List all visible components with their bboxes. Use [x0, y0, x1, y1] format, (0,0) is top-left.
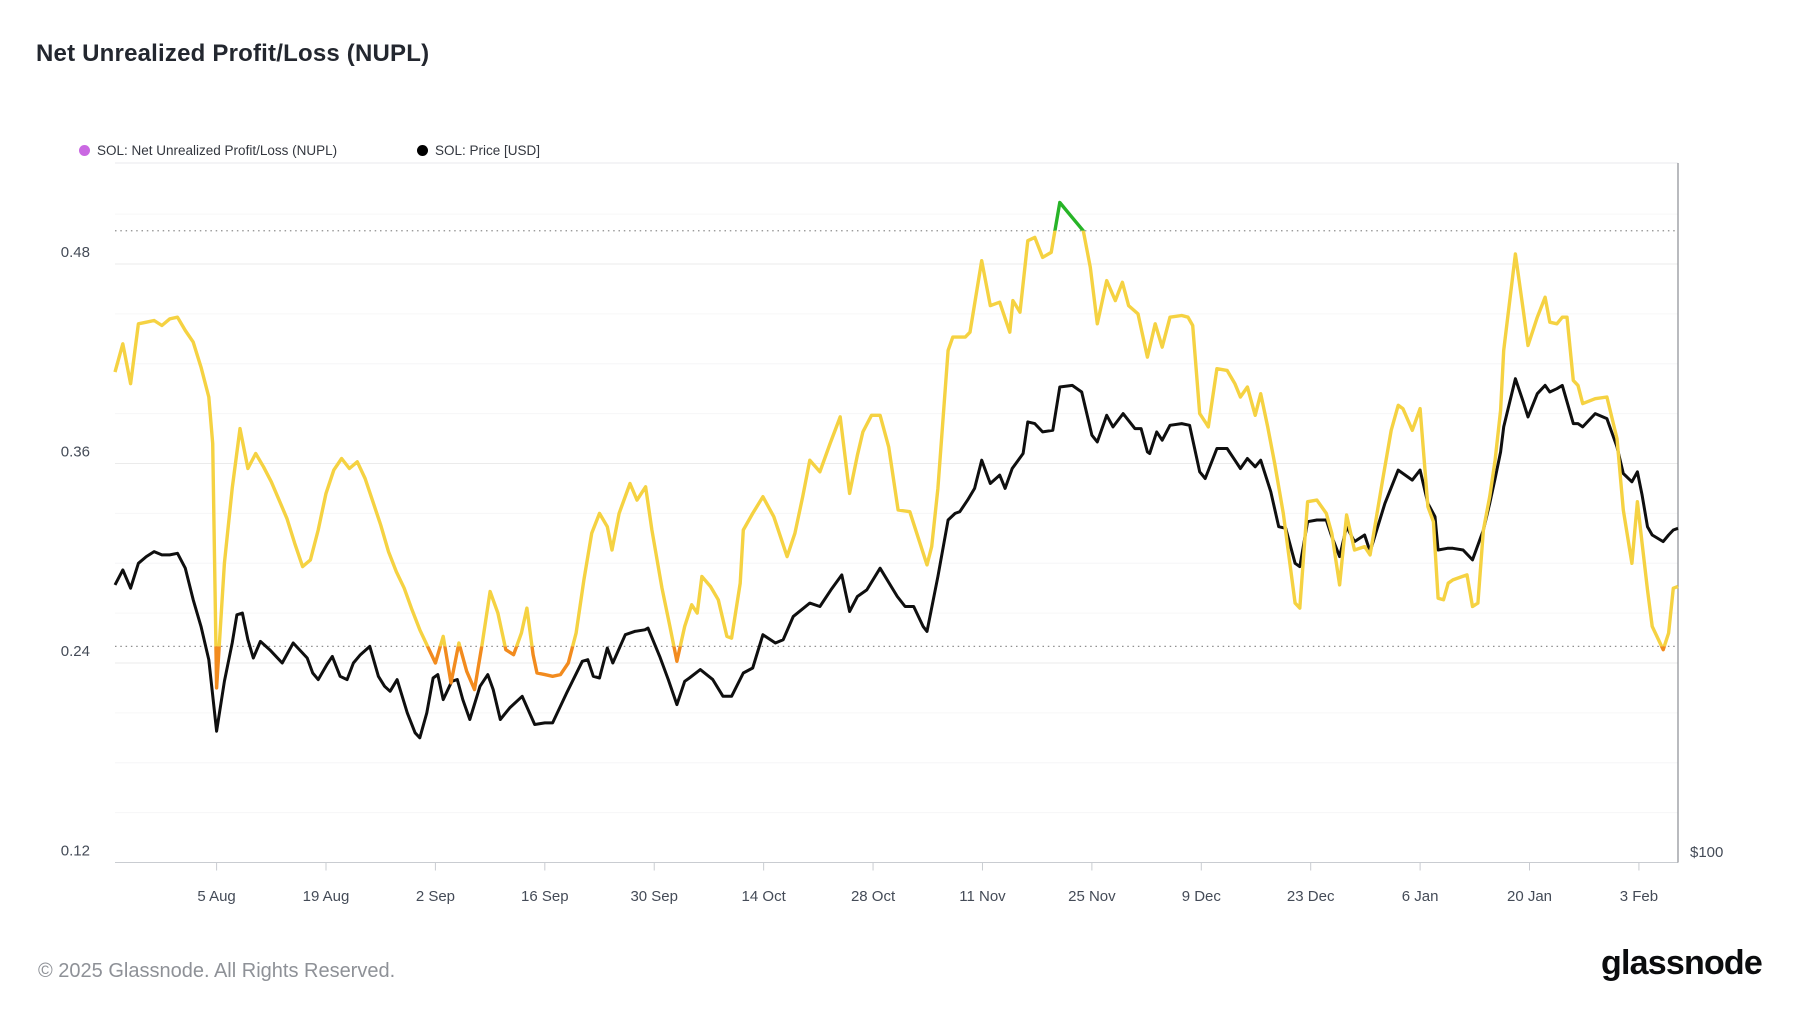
page-title: Net Unrealized Profit/Loss (NUPL)	[36, 40, 430, 67]
x-tick-label: 16 Sep	[521, 888, 569, 905]
nupl-legend-dot-icon	[79, 145, 90, 156]
x-tick-label: 23 Dec	[1287, 888, 1335, 905]
price-line	[113, 377, 1679, 740]
x-tick-label: 11 Nov	[959, 888, 1006, 905]
x-tick-label: 30 Sep	[630, 888, 678, 905]
glassnode-logo: glassnode	[1601, 944, 1763, 982]
x-tick-label: 2 Sep	[416, 888, 455, 905]
legend-item-nupl[interactable]: SOL: Net Unrealized Profit/Loss (NUPL)	[79, 142, 337, 159]
nupl-line-green-zone	[1053, 200, 1086, 231]
nupl-line-orange-zone	[214, 646, 1667, 692]
legend-label: SOL: Net Unrealized Profit/Loss (NUPL)	[97, 143, 338, 158]
x-tick-label: 9 Dec	[1182, 888, 1222, 905]
x-tick-label: 6 Jan	[1402, 888, 1439, 905]
legend-item-price[interactable]: SOL: Price [USD]	[417, 142, 540, 159]
x-tick-label: 3 Feb	[1620, 888, 1658, 905]
nupl-line-yellow-zone	[113, 230, 1679, 647]
copyright-text: © 2025 Glassnode. All Rights Reserved.	[38, 960, 396, 982]
legend-label: SOL: Price [USD]	[435, 143, 541, 158]
y-tick-label: 0.24	[61, 643, 90, 660]
y-tick-label: 0.48	[61, 244, 90, 261]
price-legend-dot-icon	[417, 145, 428, 156]
right-axis-price-label: $100	[1690, 844, 1723, 861]
y-tick-label: 0.36	[61, 444, 90, 461]
x-tick-label: 28 Oct	[851, 888, 896, 905]
x-tick-label: 20 Jan	[1507, 888, 1552, 905]
x-tick-label: 19 Aug	[303, 888, 350, 905]
x-tick-label: 25 Nov	[1068, 888, 1116, 905]
y-tick-label: 0.12	[61, 843, 90, 860]
x-tick-label: 14 Oct	[742, 888, 787, 905]
x-tick-label: 5 Aug	[197, 888, 235, 905]
